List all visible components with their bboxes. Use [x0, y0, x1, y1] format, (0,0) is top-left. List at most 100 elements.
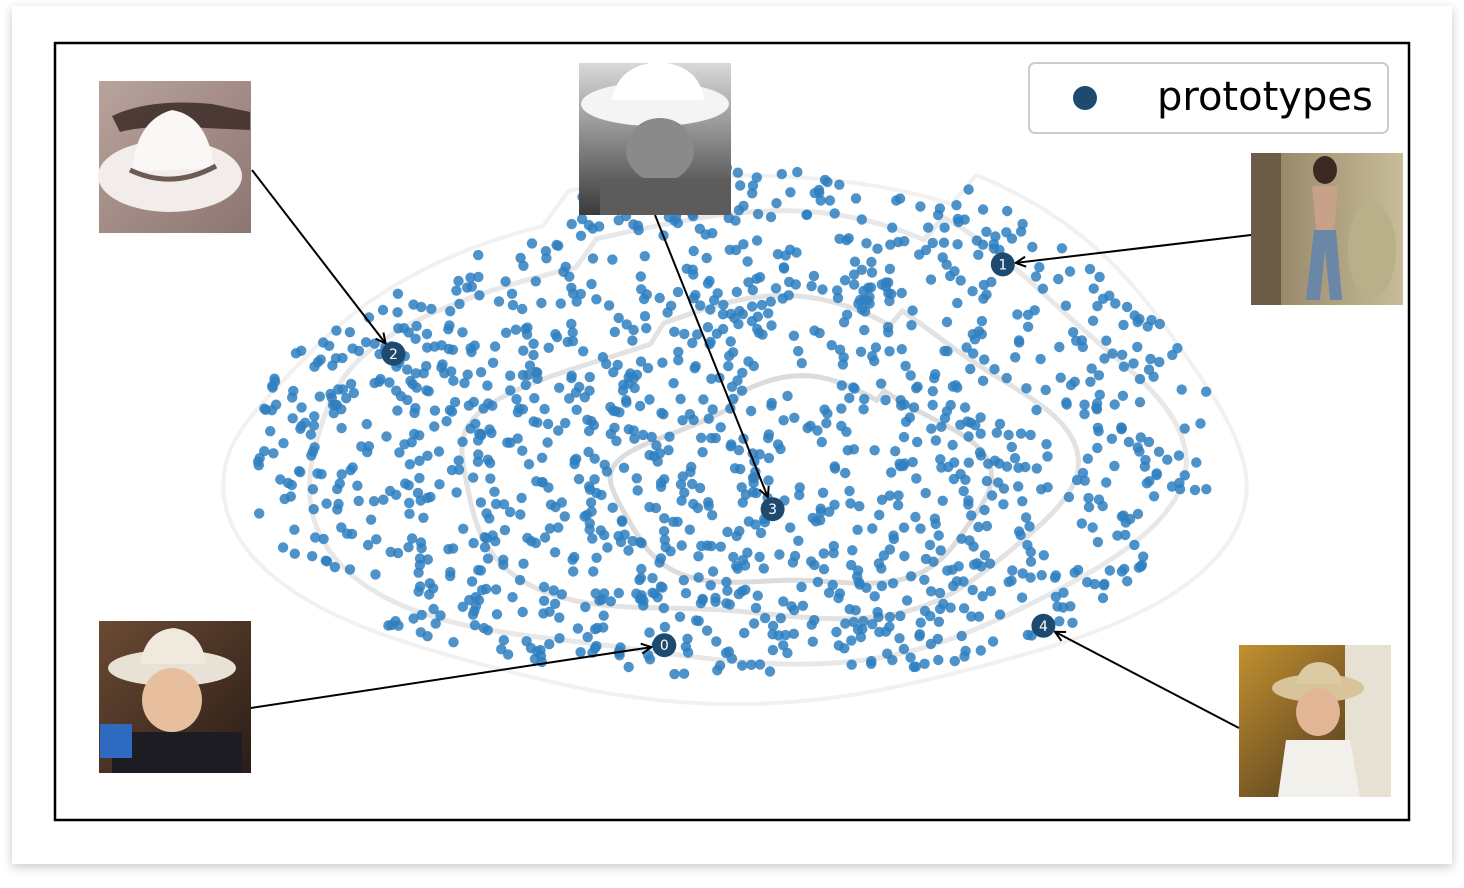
embedding-point — [710, 596, 721, 607]
embedding-point — [815, 503, 826, 514]
embedding-point — [487, 357, 499, 368]
embedding-point — [574, 381, 585, 393]
embedding-point — [475, 367, 487, 378]
embedding-point — [430, 618, 441, 629]
embedding-point — [751, 235, 763, 246]
embedding-point — [956, 533, 967, 544]
embedding-point — [410, 333, 421, 344]
embedding-point — [1162, 454, 1173, 465]
embedding-point — [900, 416, 912, 427]
embedding-point — [712, 665, 723, 676]
embedding-point — [706, 373, 717, 384]
prototype-markers: 0 1 2 3 4 — [381, 252, 1056, 658]
embedding-point — [621, 397, 632, 408]
embedding-point — [821, 418, 832, 429]
embedding-point — [812, 576, 824, 588]
embedding-point — [702, 322, 714, 333]
embedding-point — [485, 473, 496, 484]
embedding-point — [502, 649, 514, 660]
embedding-point — [482, 553, 494, 564]
embedding-point — [925, 586, 937, 597]
prototype-marker-3 — [760, 497, 785, 522]
embedding-point — [969, 334, 981, 345]
embedding-point — [1035, 353, 1046, 365]
embedding-point — [467, 609, 479, 620]
thumbnail-prototype-3 — [579, 62, 731, 215]
embedding-point — [394, 447, 405, 458]
embedding-point — [679, 328, 690, 340]
embedding-point — [682, 647, 694, 658]
embedding-point — [598, 622, 609, 633]
embedding-point — [908, 402, 920, 413]
embedding-point — [632, 485, 643, 496]
embedding-point — [731, 530, 742, 542]
embedding-point — [899, 236, 910, 247]
embedding-point — [637, 429, 649, 441]
embedding-point — [560, 417, 571, 429]
embedding-point — [529, 393, 540, 404]
embedding-point — [1120, 529, 1131, 541]
embedding-point — [613, 587, 624, 599]
embedding-point — [591, 294, 602, 305]
embedding-point — [443, 343, 454, 355]
embedding-point — [524, 360, 536, 371]
embedding-point — [307, 551, 318, 562]
embedding-point — [449, 396, 461, 408]
embedding-point — [538, 581, 550, 593]
embedding-point — [457, 327, 468, 338]
embedding-point — [754, 551, 765, 563]
embedding-point — [1112, 530, 1123, 541]
embedding-point — [869, 591, 880, 602]
embedding-point — [353, 345, 365, 357]
embedding-point — [567, 554, 578, 565]
embedding-point — [976, 315, 988, 327]
embedding-point — [934, 603, 946, 615]
embedding-point — [687, 478, 698, 490]
embedding-point — [677, 415, 688, 426]
embedding-point — [517, 445, 528, 456]
embedding-point — [591, 552, 602, 563]
embedding-point — [1087, 522, 1098, 533]
embedding-point — [1034, 262, 1045, 273]
embedding-point — [808, 270, 820, 282]
embedding-point — [876, 563, 887, 574]
embedding-point — [269, 376, 281, 387]
embedding-point — [669, 326, 680, 337]
embedding-point — [747, 180, 759, 191]
embedding-point — [489, 486, 500, 497]
embedding-point — [687, 337, 698, 349]
embedding-point — [878, 550, 890, 561]
embedding-point — [945, 399, 956, 411]
embedding-point — [1049, 572, 1061, 583]
embedding-point — [1143, 436, 1155, 448]
embedding-point — [851, 571, 863, 582]
embedding-point — [562, 336, 573, 348]
embedding-point — [941, 316, 953, 328]
embedding-point — [580, 601, 591, 613]
embedding-point — [979, 354, 990, 365]
embedding-point — [659, 513, 670, 524]
embedding-point — [774, 549, 785, 560]
embedding-point — [846, 659, 857, 670]
embedding-point — [505, 370, 516, 381]
embedding-point — [1030, 271, 1042, 282]
embedding-point — [1093, 494, 1105, 505]
embedding-point — [752, 323, 763, 335]
embedding-point — [892, 500, 904, 511]
embedding-point — [1122, 576, 1133, 587]
embedding-point — [788, 330, 800, 341]
embedding-point — [870, 342, 882, 353]
embedding-point — [737, 660, 748, 671]
embedding-point — [963, 184, 974, 195]
embedding-point — [867, 619, 878, 630]
embedding-point — [406, 533, 418, 544]
embedding-point — [1106, 433, 1118, 444]
embedding-point — [1079, 408, 1090, 420]
embedding-point — [553, 425, 564, 436]
embedding-point — [747, 188, 758, 199]
embedding-point — [742, 547, 753, 558]
embedding-point — [935, 545, 946, 556]
embedding-point — [792, 166, 803, 178]
embedding-point — [965, 363, 976, 375]
embedding-point — [985, 586, 997, 597]
